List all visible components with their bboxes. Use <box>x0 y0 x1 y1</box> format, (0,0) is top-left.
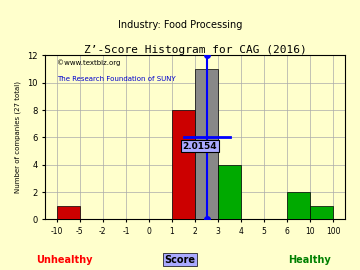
Bar <box>195 69 218 220</box>
Bar <box>172 110 195 220</box>
Y-axis label: Number of companies (27 total): Number of companies (27 total) <box>15 82 22 194</box>
Text: Unhealthy: Unhealthy <box>36 255 93 265</box>
Text: ©www.textbiz.org: ©www.textbiz.org <box>57 60 120 66</box>
Text: Healthy: Healthy <box>288 255 331 265</box>
Text: 2.0154: 2.0154 <box>183 141 217 151</box>
Bar <box>57 206 80 220</box>
Text: Score: Score <box>165 255 195 265</box>
Text: The Research Foundation of SUNY: The Research Foundation of SUNY <box>57 76 175 82</box>
Title: Z’-Score Histogram for CAG (2016): Z’-Score Histogram for CAG (2016) <box>84 45 306 55</box>
Text: Industry: Food Processing: Industry: Food Processing <box>118 20 242 30</box>
Bar <box>287 192 310 220</box>
Bar <box>218 165 241 220</box>
Bar <box>310 206 333 220</box>
